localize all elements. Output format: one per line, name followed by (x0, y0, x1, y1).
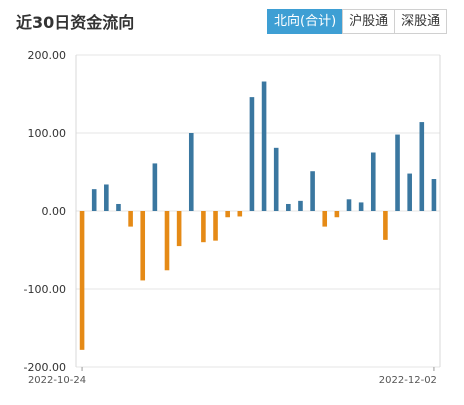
bar (237, 211, 243, 217)
chart-container: 200.00 100.00 0.00 -100.00 -200.00 2022-10-24… (0, 44, 464, 400)
bar (322, 211, 328, 227)
bar (419, 122, 425, 211)
bar (298, 200, 303, 211)
panel-title: 近30日资金流向 (16, 13, 135, 32)
bar (225, 211, 230, 218)
y-tick-label: 100.00 (28, 127, 67, 140)
bar (201, 211, 206, 243)
y-tick-label: -100.00 (24, 283, 66, 296)
tab-shenzhen-connect[interactable]: 深股通 (394, 9, 448, 34)
y-tick-label: 0.00 (42, 205, 67, 218)
bar (431, 179, 437, 211)
capital-flow-chart: 200.00 100.00 0.00 -100.00 -200.002022-10-24… (24, 49, 441, 386)
bar (91, 189, 97, 211)
bar (104, 184, 109, 211)
bar (176, 211, 182, 247)
bar (128, 211, 133, 227)
bar (370, 152, 376, 211)
tab-northbound-total[interactable]: 北向(合计) (267, 9, 344, 34)
bar (213, 211, 218, 241)
y-tick-label: 200.00 (28, 49, 67, 62)
bar (334, 211, 340, 218)
bar (407, 173, 412, 211)
bar (116, 203, 121, 211)
bar (261, 81, 267, 211)
bar (310, 171, 315, 211)
bar (383, 211, 388, 240)
bar (164, 211, 170, 271)
x-tick-label: 2022-10-24 (28, 375, 86, 386)
bar (273, 147, 279, 211)
bar (286, 203, 291, 211)
x-tick-label: 2022-12-02 (379, 375, 437, 386)
bar (395, 134, 400, 211)
bar (188, 133, 194, 211)
tab-group: 北向(合计) 沪股通 深股通 (267, 9, 448, 34)
tab-shanghai-connect[interactable]: 沪股通 (342, 9, 396, 34)
bar (140, 211, 146, 281)
bar (346, 199, 352, 211)
header: 近30日资金流向 北向(合计) 沪股通 深股通 (0, 0, 464, 40)
y-tick-label: -200.00 (24, 361, 66, 374)
bar (358, 202, 364, 211)
bar (152, 163, 158, 211)
bar (79, 211, 85, 350)
bar (249, 97, 255, 211)
